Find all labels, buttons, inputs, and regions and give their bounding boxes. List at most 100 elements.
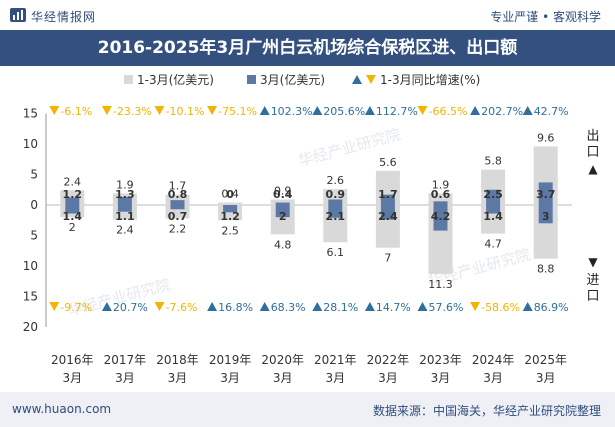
import-yoy-up-triangle-icon [522, 302, 533, 311]
x-tick-label-year: 2016年 [51, 353, 94, 367]
x-tick-label-year: 2025年 [524, 353, 567, 367]
export-march-label: 1.3 [115, 188, 135, 201]
export-yoy-label: -23.3% [113, 105, 152, 118]
slogan: 专业严谨 • 客观科学 [490, 10, 601, 24]
x-tick-label-month: 3月 [378, 371, 398, 385]
import-cumulative-label: 4.8 [274, 238, 292, 251]
export-cumulative-label: 9.6 [537, 131, 555, 144]
chart: 华经产业研究院华经产业研究院华经产业研究院15105051015201-3月(亿… [23, 72, 600, 385]
x-tick-label-month: 3月 [483, 371, 503, 385]
legend-swatch-march [247, 75, 256, 84]
export-march-label: 0.8 [168, 188, 188, 201]
brand-name: 华经情报网 [31, 10, 97, 24]
legend-triangle-down-icon [366, 75, 376, 84]
import-march-label: 2 [279, 210, 287, 223]
import-yoy-label: 68.3% [271, 301, 306, 314]
export-cumulative-bar [165, 194, 190, 205]
export-march-bar [433, 201, 448, 205]
export-march-label: 2.5 [483, 188, 503, 201]
export-march-label: 0.4 [273, 188, 293, 201]
import-march-bar [275, 205, 290, 218]
import-cumulative-label: 11.3 [428, 278, 453, 291]
export-cumulative-label: 0.9 [274, 185, 292, 198]
import-yoy-label: -7.6% [166, 301, 198, 314]
export-march-bar [65, 197, 80, 205]
huajing-logo-icon [10, 8, 26, 22]
footer: www.huaon.com 数据来源：中国海关，华经产业研究院整理 [0, 392, 615, 427]
import-cumulative-label: 7 [384, 252, 391, 265]
export-yoy-up-triangle-icon [312, 106, 323, 115]
top-bar: 华经情报网 专业严谨 • 客观科学 [0, 0, 615, 30]
legend-swatch-cumulative [124, 75, 133, 84]
import-march-label: 1.2 [220, 210, 240, 223]
export-cumulative-bar [428, 193, 453, 205]
export-cumulative-bar [218, 202, 243, 205]
import-yoy-up-triangle-icon [207, 302, 218, 311]
export-cumulative-label: 0.4 [221, 188, 239, 201]
import-yoy-label: -9.7% [60, 301, 92, 314]
import-yoy-label: -58.6% [481, 301, 520, 314]
x-tick-label-month: 3月 [62, 371, 82, 385]
export-yoy-label: -10.1% [166, 105, 205, 118]
x-tick-label-month: 3月 [115, 371, 135, 385]
import-march-bar [117, 205, 132, 212]
legend-triangle-up-icon [352, 75, 362, 84]
export-march-bar [380, 194, 395, 205]
export-march-label: 1.7 [378, 188, 398, 201]
x-tick-label-month: 3月 [168, 371, 188, 385]
export-yoy-down-triangle-icon [101, 106, 112, 115]
import-cumulative-label: 6.1 [327, 246, 345, 259]
import-cumulative-label: 2 [69, 221, 76, 234]
import-yoy-label: 57.6% [429, 301, 464, 314]
import-yoy-up-triangle-icon [364, 302, 375, 311]
import-march-label: 4.2 [431, 210, 451, 223]
export-yoy-up-triangle-icon [522, 106, 533, 115]
export-march-label: 3.7 [536, 188, 556, 201]
export-yoy-label: 205.6% [323, 105, 365, 118]
x-tick-label-year: 2023年 [419, 353, 462, 367]
export-cumulative-label: 2.6 [327, 174, 345, 187]
side-label-import-char2: 口 [586, 289, 599, 304]
export-march-bar [170, 200, 185, 205]
import-march-label: 3 [542, 210, 550, 223]
import-march-bar [380, 205, 395, 220]
export-yoy-label: -75.1% [218, 105, 257, 118]
import-march-label: 0.7 [168, 210, 188, 223]
y-tick-label: 20 [23, 320, 38, 334]
import-cumulative-label: 2.5 [221, 224, 239, 237]
website-link[interactable]: www.huaon.com [12, 402, 112, 416]
export-yoy-label: 202.7% [481, 105, 523, 118]
export-march-bar [328, 199, 343, 205]
data-source: 数据来源：中国海关，华经产业研究院整理 [372, 404, 601, 418]
x-tick-label-month: 3月 [536, 371, 556, 385]
x-tick-label-year: 2019年 [209, 353, 252, 367]
side-label-export-char1: 出 [586, 129, 599, 144]
import-cumulative-label: 8.8 [537, 263, 555, 276]
x-tick-label-year: 2022年 [367, 353, 410, 367]
import-march-label: 1.1 [115, 210, 135, 223]
import-march-label: 2.4 [378, 210, 398, 223]
export-yoy-label: 112.7% [376, 105, 418, 118]
y-tick-label: 15 [23, 290, 38, 304]
import-march-bar [170, 205, 185, 210]
export-cumulative-label: 1.7 [169, 180, 187, 193]
export-arrow-icon: ▲ [588, 162, 598, 176]
import-march-bar [223, 205, 238, 213]
import-cumulative-label: 4.7 [484, 238, 502, 251]
y-tick-label: 5 [30, 168, 38, 182]
import-march-label: 1.4 [63, 210, 83, 223]
side-label-export-char2: 口 [586, 145, 599, 160]
import-yoy-up-triangle-icon [101, 302, 112, 311]
x-tick-label-year: 2017年 [104, 353, 147, 367]
export-march-bar [486, 189, 501, 205]
y-tick-label: 0 [30, 198, 38, 212]
export-cumulative-bar [270, 199, 295, 205]
export-yoy-down-triangle-icon [154, 106, 165, 115]
y-tick-label: 10 [23, 259, 38, 273]
export-yoy-up-triangle-icon [259, 106, 270, 115]
export-march-label: 1.2 [63, 188, 83, 201]
import-yoy-up-triangle-icon [312, 302, 323, 311]
import-yoy-label: 20.7% [113, 301, 148, 314]
import-arrow-icon: ▼ [588, 255, 598, 269]
export-yoy-up-triangle-icon [364, 106, 375, 115]
